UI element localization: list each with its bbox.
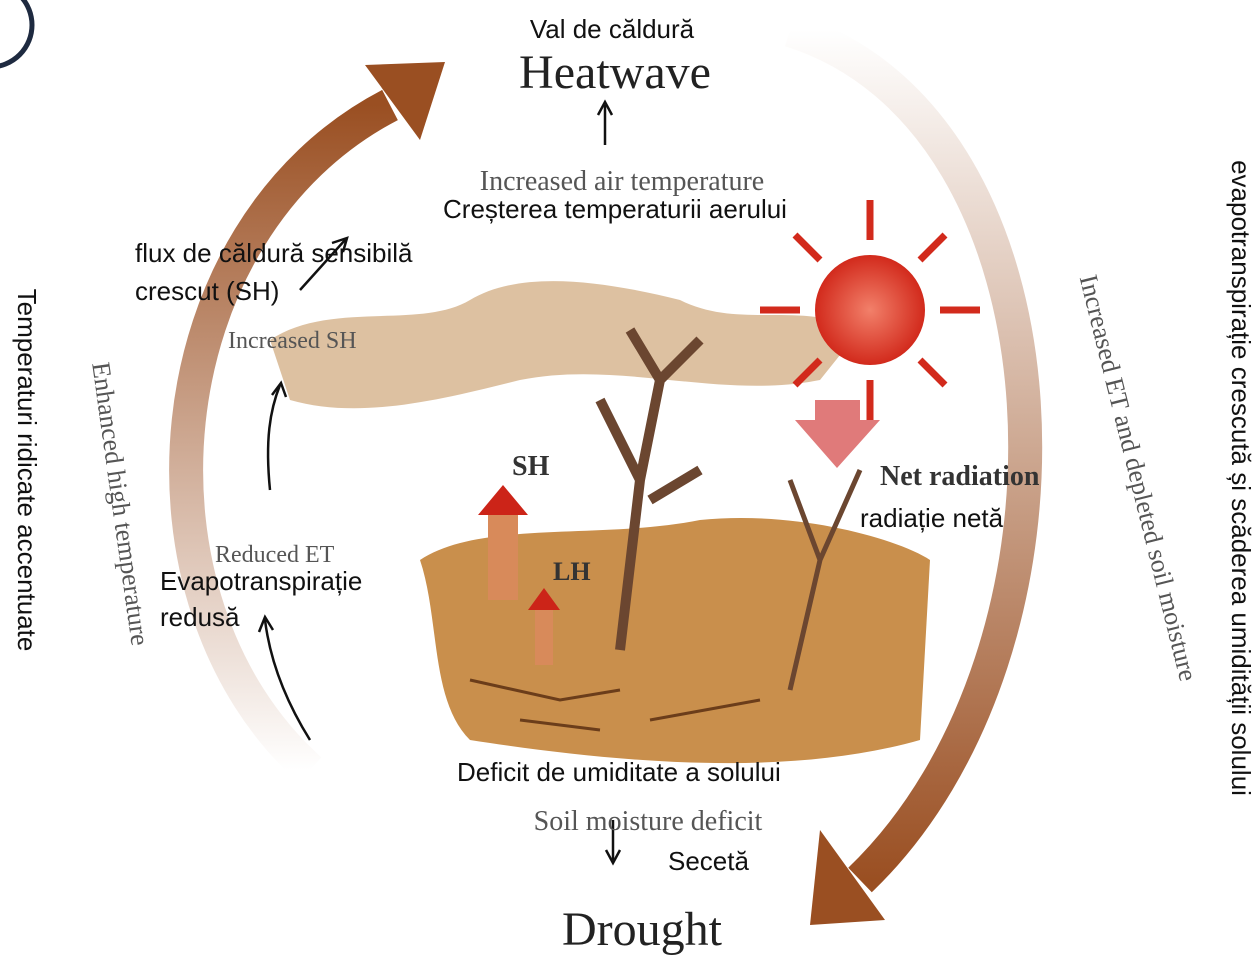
left-loop-en: Enhanced high temperature: [86, 360, 155, 647]
cloud: [270, 281, 860, 409]
sh-ro: flux de căldură sensibilă: [135, 238, 413, 268]
right-loop-en: Increased ET and depleted soil moisture: [1074, 272, 1203, 684]
left-loop-arrow: [169, 89, 398, 783]
drought-ro: Secetă: [668, 846, 749, 876]
air-temp-ro: Creșterea temperaturii aerului: [443, 194, 787, 224]
ground: [420, 518, 930, 764]
sun: [815, 255, 925, 365]
drought-en: Drought: [562, 903, 723, 956]
sh-en: Increased SH: [228, 328, 357, 354]
left-loop-ro: Temperaturi ridicate accentuate: [12, 289, 42, 652]
left-arrowhead: [365, 62, 445, 140]
lh-arrow: [535, 605, 553, 665]
reduced-et-ro: Evapotranspirație: [160, 566, 362, 596]
soil-ro: Deficit de umiditate a solului: [457, 757, 781, 787]
net-radiation-ro: radiație netă: [860, 503, 1004, 533]
heatwave-en: Heatwave: [519, 46, 711, 99]
soil-en: Soil moisture deficit: [534, 806, 763, 837]
radiation-arrow: [795, 400, 880, 468]
cracks: [469, 678, 761, 732]
sh-arrowhead: [478, 485, 528, 515]
sun-rays: [760, 200, 980, 420]
heatwave-ro: Val de căldură: [530, 14, 695, 44]
corner-circle: [0, 0, 35, 69]
right-loop-ro: evapotranspirație crescută și scăderea u…: [1226, 160, 1256, 796]
right-loop-arrow: [784, 13, 1043, 893]
reduced-et-ro: redusă: [160, 602, 240, 632]
tree: [595, 327, 704, 651]
right-arrowhead: [810, 830, 885, 925]
net-radiation-en: Net radiation: [880, 461, 1040, 492]
sh-ro: crescut (SH): [135, 276, 279, 306]
small-tree: [787, 468, 863, 691]
sh-arrow: [488, 510, 518, 600]
flow-arrows: [257, 99, 622, 866]
air-temp-en: Increased air temperature: [480, 166, 764, 197]
sh-label: SH: [512, 451, 550, 482]
reduced-et-en: Reduced ET: [215, 542, 335, 568]
lh-arrowhead: [528, 588, 560, 610]
lh-label: LH: [553, 557, 591, 586]
